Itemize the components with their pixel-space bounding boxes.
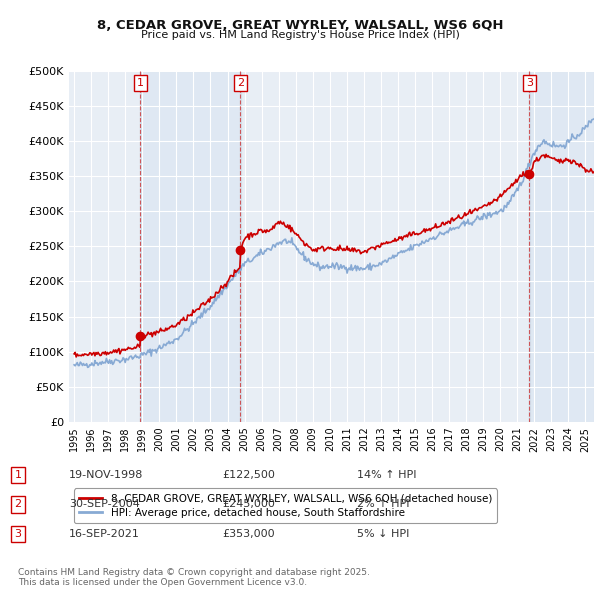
Bar xyxy=(140,71,241,422)
Text: 8, CEDAR GROVE, GREAT WYRLEY, WALSALL, WS6 6QH: 8, CEDAR GROVE, GREAT WYRLEY, WALSALL, W… xyxy=(97,19,503,32)
Text: 16-SEP-2021: 16-SEP-2021 xyxy=(69,529,140,539)
Text: Contains HM Land Registry data © Crown copyright and database right 2025.
This d: Contains HM Land Registry data © Crown c… xyxy=(18,568,370,587)
Text: 2% ↑ HPI: 2% ↑ HPI xyxy=(357,500,409,509)
Text: 2: 2 xyxy=(237,78,244,88)
Text: 14% ↑ HPI: 14% ↑ HPI xyxy=(357,470,416,480)
Text: 1: 1 xyxy=(137,78,144,88)
Text: £122,500: £122,500 xyxy=(222,470,275,480)
Text: 3: 3 xyxy=(14,529,22,539)
Bar xyxy=(529,71,530,422)
Text: 1: 1 xyxy=(14,470,22,480)
Text: £353,000: £353,000 xyxy=(222,529,275,539)
Bar xyxy=(529,71,594,422)
Legend: 8, CEDAR GROVE, GREAT WYRLEY, WALSALL, WS6 6QH (detached house), HPI: Average pr: 8, CEDAR GROVE, GREAT WYRLEY, WALSALL, W… xyxy=(74,489,497,523)
Text: 5% ↓ HPI: 5% ↓ HPI xyxy=(357,529,409,539)
Text: 19-NOV-1998: 19-NOV-1998 xyxy=(69,470,143,480)
Bar xyxy=(240,71,241,422)
Text: 30-SEP-2004: 30-SEP-2004 xyxy=(69,500,140,509)
Text: 2: 2 xyxy=(14,500,22,509)
Text: Price paid vs. HM Land Registry's House Price Index (HPI): Price paid vs. HM Land Registry's House … xyxy=(140,30,460,40)
Text: £245,000: £245,000 xyxy=(222,500,275,509)
Text: 3: 3 xyxy=(526,78,533,88)
